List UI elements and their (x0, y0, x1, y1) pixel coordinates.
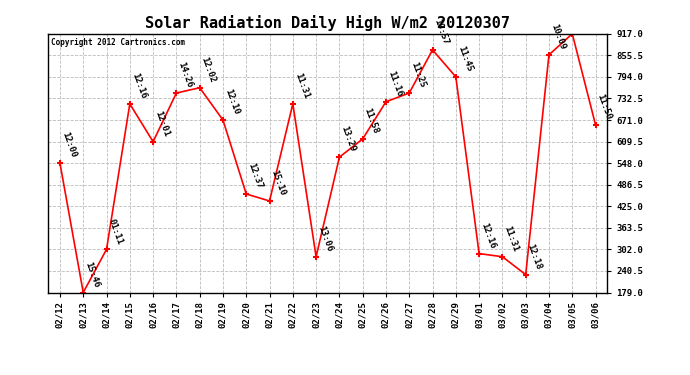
Text: 11:16: 11:16 (386, 69, 404, 98)
Text: 12:16: 12:16 (479, 221, 497, 250)
Text: 15:46: 15:46 (83, 260, 101, 289)
Text: 11:31: 11:31 (293, 72, 310, 100)
Text: 12:18: 12:18 (526, 242, 543, 271)
Text: 11:58: 11:58 (363, 107, 380, 135)
Text: 15:10: 15:10 (270, 169, 287, 197)
Text: 12:37: 12:37 (246, 162, 264, 190)
Text: 13:06: 13:06 (316, 225, 334, 253)
Text: 12:00: 12:00 (60, 131, 77, 159)
Text: Copyright 2012 Cartronics.com: Copyright 2012 Cartronics.com (51, 38, 185, 46)
Text: 11:25: 11:25 (409, 61, 427, 89)
Text: 12:10: 12:10 (223, 88, 241, 116)
Text: 10:57: 10:57 (433, 18, 450, 46)
Text: 12:02: 12:02 (199, 56, 217, 84)
Text: 10:09: 10:09 (549, 22, 566, 51)
Text: 12:01: 12:01 (153, 110, 170, 138)
Text: 11:31: 11:31 (502, 225, 520, 253)
Title: Solar Radiation Daily High W/m2 20120307: Solar Radiation Daily High W/m2 20120307 (146, 15, 510, 31)
Text: 11:50: 11:50 (595, 93, 613, 121)
Text: 11:40: 11:40 (0, 374, 1, 375)
Text: 11:45: 11:45 (456, 45, 473, 73)
Text: 13:29: 13:29 (339, 125, 357, 153)
Text: 12:16: 12:16 (130, 72, 148, 100)
Text: 01:11: 01:11 (106, 217, 124, 246)
Text: 14:26: 14:26 (177, 61, 194, 89)
